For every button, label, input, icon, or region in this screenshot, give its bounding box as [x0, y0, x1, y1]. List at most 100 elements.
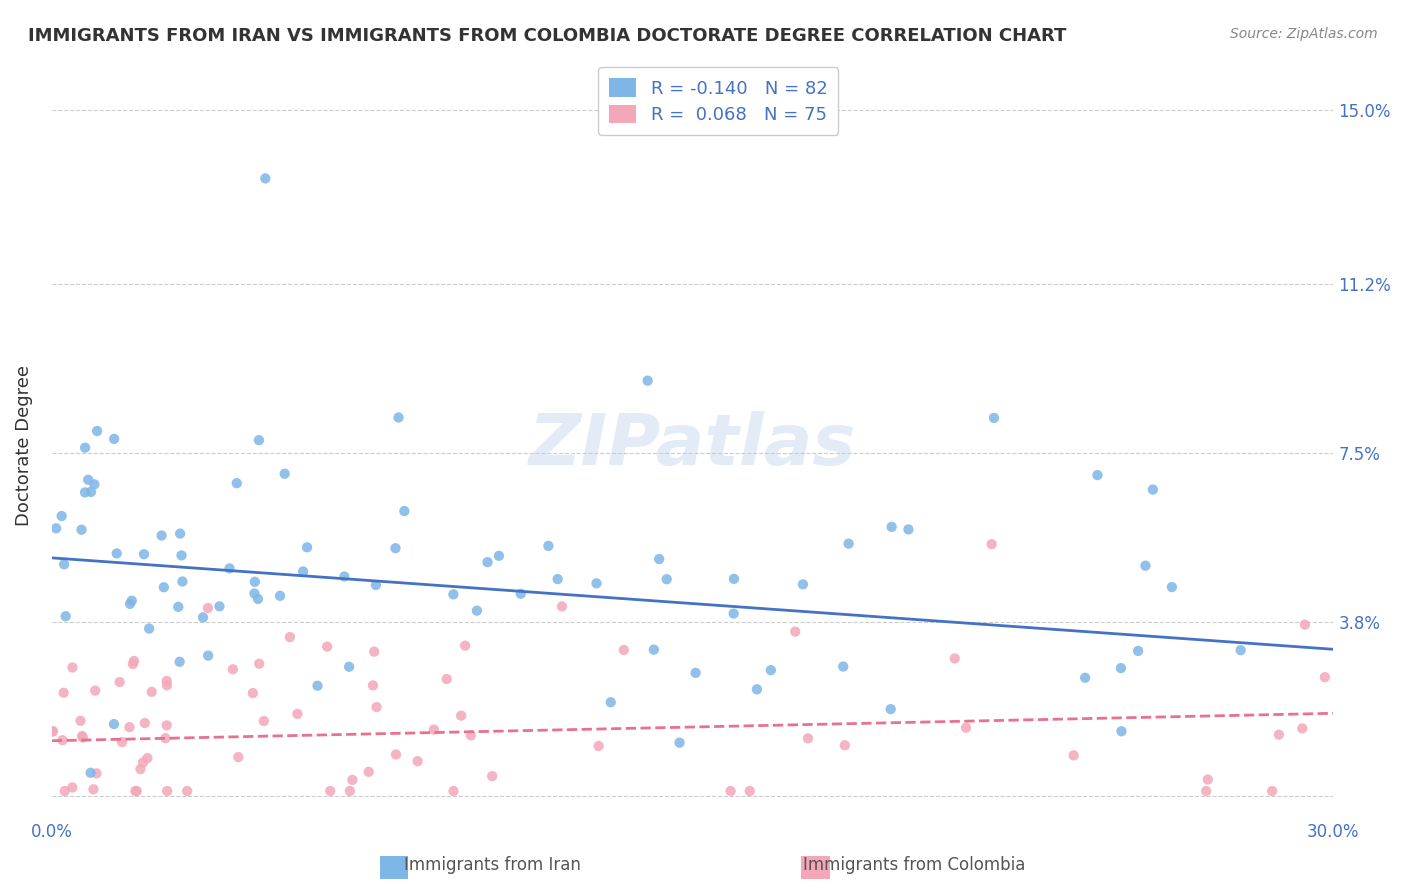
Immigrants from Colombia — [69, 714, 91, 728]
Immigrants from Iran — [880, 702, 903, 716]
Immigrants from Iran — [723, 572, 745, 586]
Immigrants from Iran — [384, 541, 406, 556]
Immigrants from Iran — [637, 374, 659, 388]
Immigrants from Colombia — [124, 784, 146, 798]
Immigrants from Iran — [585, 576, 607, 591]
Immigrants from Iran — [105, 546, 128, 560]
Immigrants from Colombia — [385, 747, 408, 762]
Immigrants from Iran — [394, 504, 416, 518]
Immigrants from Iran — [307, 679, 329, 693]
Immigrants from Iran — [655, 572, 678, 586]
Immigrants from Colombia — [319, 784, 342, 798]
Immigrants from Colombia — [136, 751, 159, 765]
Immigrants from Iran — [792, 577, 814, 591]
Immigrants from Iran — [218, 561, 240, 575]
Immigrants from Iran — [488, 549, 510, 563]
Immigrants from Colombia — [82, 782, 104, 797]
Immigrants from Colombia — [72, 731, 94, 745]
Immigrants from Colombia — [1063, 748, 1085, 763]
Immigrants from Iran — [45, 521, 67, 535]
Immigrants from Colombia — [450, 708, 472, 723]
Immigrants from Colombia — [156, 678, 179, 692]
Immigrants from Colombia — [357, 764, 380, 779]
Immigrants from Colombia — [247, 657, 270, 671]
Immigrants from Colombia — [222, 662, 245, 676]
Immigrants from Colombia — [342, 772, 364, 787]
Immigrants from Colombia — [155, 731, 177, 746]
Immigrants from Colombia — [156, 718, 179, 732]
Immigrants from Iran — [537, 539, 560, 553]
Immigrants from Iran — [745, 682, 768, 697]
Immigrants from Iran — [897, 523, 920, 537]
Immigrants from Iran — [273, 467, 295, 481]
Immigrants from Colombia — [53, 784, 76, 798]
Immigrants from Colombia — [60, 780, 83, 795]
Immigrants from Iran — [243, 574, 266, 589]
Immigrants from Iran — [292, 565, 315, 579]
Immigrants from Colombia — [132, 756, 155, 770]
Immigrants from Colombia — [62, 660, 84, 674]
Immigrants from Iran — [197, 648, 219, 663]
Immigrants from Iran — [103, 432, 125, 446]
Immigrants from Colombia — [242, 686, 264, 700]
Immigrants from Iran — [247, 591, 270, 606]
Immigrants from Colombia — [834, 739, 856, 753]
Immigrants from Colombia — [253, 714, 276, 728]
Immigrants from Colombia — [111, 735, 134, 749]
Immigrants from Iran — [1161, 580, 1184, 594]
Immigrants from Iran — [150, 528, 173, 542]
Immigrants from Colombia — [720, 784, 742, 798]
Immigrants from Iran — [169, 655, 191, 669]
Immigrants from Iran — [599, 695, 621, 709]
Immigrants from Colombia — [70, 729, 93, 743]
Immigrants from Iran — [247, 433, 270, 447]
Immigrants from Iran — [759, 663, 782, 677]
Immigrants from Colombia — [738, 784, 761, 798]
Immigrants from Colombia — [1261, 784, 1284, 798]
Immigrants from Colombia — [86, 766, 108, 780]
Text: Immigrants from Colombia: Immigrants from Colombia — [803, 855, 1025, 873]
Immigrants from Colombia — [955, 721, 977, 735]
Immigrants from Iran — [191, 610, 214, 624]
Immigrants from Iran — [880, 520, 903, 534]
Immigrants from Iran — [121, 593, 143, 607]
Legend: R = -0.140   N = 82, R =  0.068   N = 75: R = -0.140 N = 82, R = 0.068 N = 75 — [598, 68, 838, 135]
Immigrants from Colombia — [84, 683, 107, 698]
Immigrants from Colombia — [41, 724, 63, 739]
Immigrants from Colombia — [980, 537, 1002, 551]
Immigrants from Iran — [1142, 483, 1164, 497]
Immigrants from Colombia — [122, 657, 145, 671]
Immigrants from Iran — [70, 523, 93, 537]
Immigrants from Iran — [138, 622, 160, 636]
Text: Immigrants from Iran: Immigrants from Iran — [404, 855, 581, 873]
Immigrants from Colombia — [436, 672, 458, 686]
Immigrants from Colombia — [52, 686, 75, 700]
Immigrants from Iran — [243, 586, 266, 600]
Immigrants from Colombia — [481, 769, 503, 783]
Immigrants from Iran — [1074, 671, 1097, 685]
Immigrants from Iran — [838, 536, 860, 550]
Immigrants from Iran — [208, 599, 231, 614]
Immigrants from Colombia — [943, 651, 966, 665]
Immigrants from Iran — [1111, 724, 1133, 739]
Immigrants from Iran — [254, 171, 277, 186]
Text: Source: ZipAtlas.com: Source: ZipAtlas.com — [1230, 27, 1378, 41]
Immigrants from Iran — [80, 484, 103, 499]
Immigrants from Colombia — [134, 716, 156, 731]
Immigrants from Colombia — [785, 624, 807, 639]
Immigrants from Colombia — [42, 724, 65, 739]
Immigrants from Iran — [668, 736, 690, 750]
Immigrants from Colombia — [1313, 670, 1336, 684]
Immigrants from Iran — [509, 587, 531, 601]
Immigrants from Iran — [1126, 644, 1149, 658]
Immigrants from Iran — [172, 574, 194, 589]
Immigrants from Colombia — [156, 673, 179, 688]
Immigrants from Iran — [170, 549, 193, 563]
Immigrants from Iran — [132, 547, 155, 561]
Immigrants from Iran — [832, 659, 855, 673]
Immigrants from Colombia — [613, 643, 636, 657]
Immigrants from Colombia — [316, 640, 339, 654]
Immigrants from Colombia — [1195, 784, 1218, 798]
Immigrants from Iran — [269, 589, 291, 603]
Immigrants from Iran — [333, 569, 356, 583]
